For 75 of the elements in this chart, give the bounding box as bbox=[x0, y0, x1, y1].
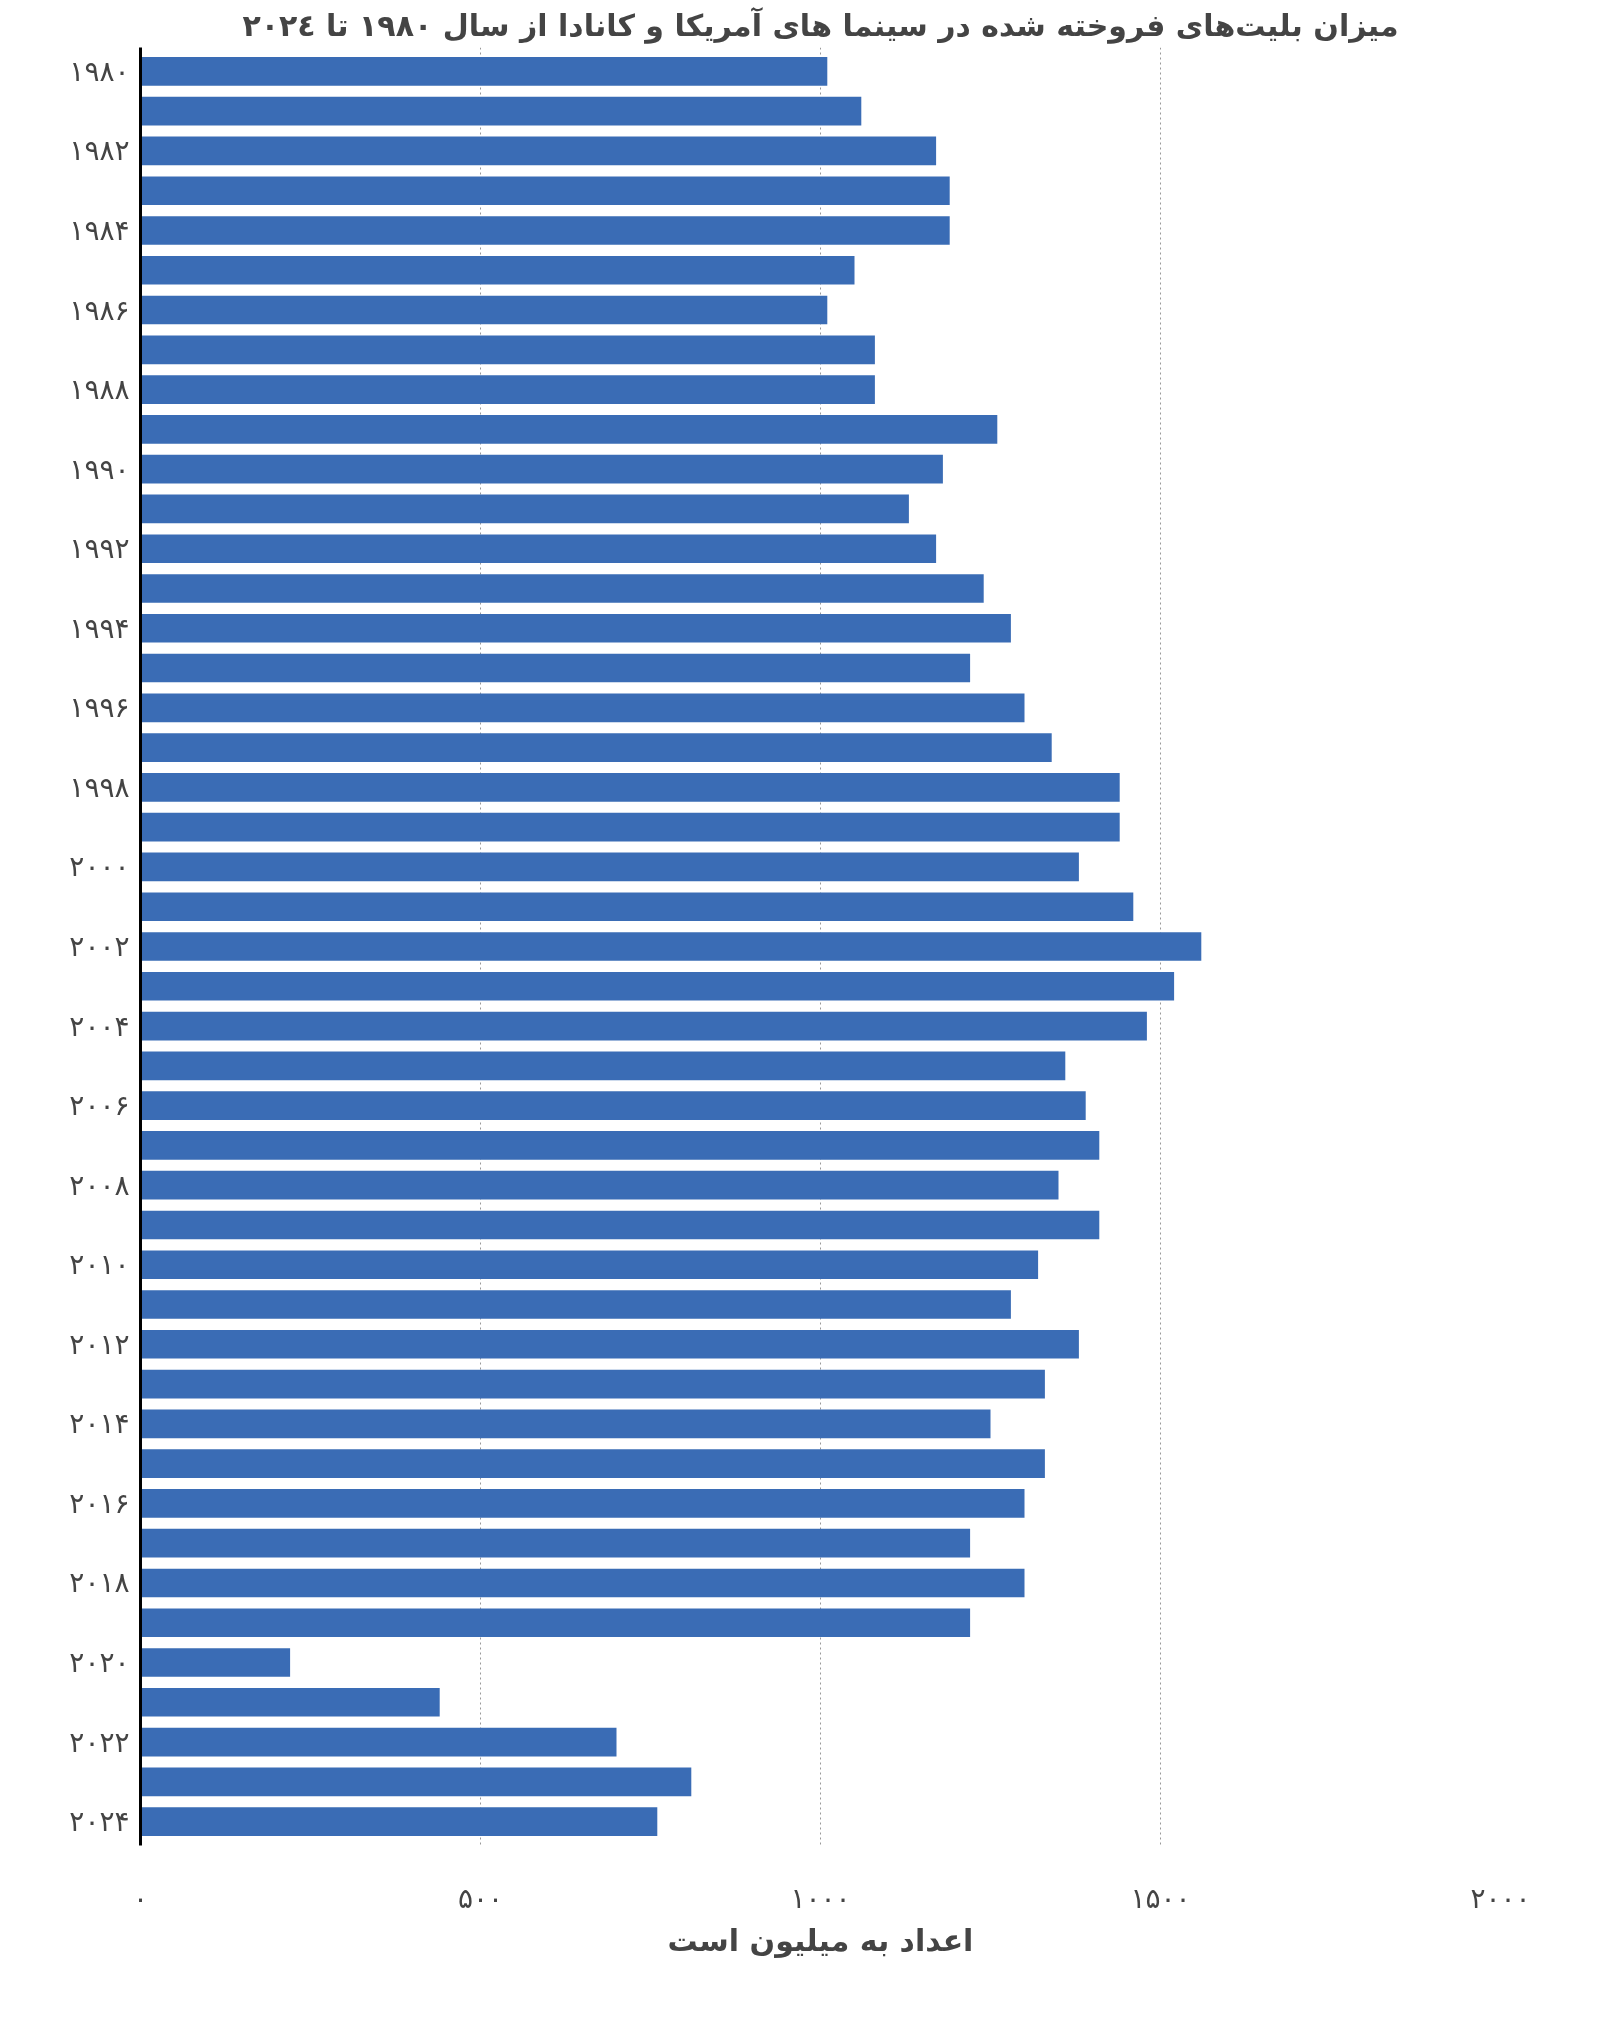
x-axis-title: اعداد به میلیون است bbox=[667, 1922, 974, 1958]
bar bbox=[140, 971, 1175, 1001]
bar bbox=[140, 1608, 971, 1638]
y-tick-label: ۱۹۸۸ bbox=[69, 373, 130, 407]
bar bbox=[140, 852, 1079, 882]
bar bbox=[140, 1170, 1059, 1200]
bar bbox=[140, 892, 1134, 922]
y-tick-label: ۱۹۸۰ bbox=[69, 54, 130, 88]
y-tick-label: ۲۰۰۸ bbox=[69, 1168, 130, 1202]
y-tick-label: ۲۰۲۲ bbox=[69, 1725, 130, 1759]
y-tick-label: ۲۰۲۴ bbox=[69, 1805, 130, 1839]
bar bbox=[140, 1131, 1100, 1160]
bar bbox=[140, 1210, 1100, 1240]
bar bbox=[140, 335, 875, 365]
bar bbox=[140, 1727, 617, 1757]
bar bbox=[140, 1648, 291, 1677]
bar bbox=[140, 136, 937, 166]
bar bbox=[140, 1011, 1147, 1041]
bar bbox=[140, 375, 875, 404]
bar bbox=[140, 1687, 440, 1717]
x-tick-label: ۱۰۰۰ bbox=[790, 1881, 851, 1915]
bar bbox=[140, 1369, 1045, 1399]
bar bbox=[140, 1568, 1025, 1598]
bar bbox=[140, 255, 855, 285]
y-tick-label: ۱۹۹۸ bbox=[69, 770, 130, 804]
y-tick-label: ۲۰۱۲ bbox=[69, 1327, 130, 1361]
bar bbox=[140, 176, 950, 206]
bar bbox=[140, 1051, 1066, 1081]
bar bbox=[140, 613, 1011, 643]
x-tick-label: ۱۵۰۰ bbox=[1130, 1881, 1191, 1915]
bar bbox=[140, 1807, 658, 1836]
y-tick-label: ۲۰۲۰ bbox=[69, 1646, 130, 1680]
chart-title: میزان بلیت‌های فروخته شده در سینما های آمریکا و کانادا از سال ۱۹۸۰ تا ۲۰۲٤ bbox=[242, 6, 1399, 44]
y-tick-label: ۲۰۱۴ bbox=[69, 1407, 130, 1441]
bar bbox=[140, 1767, 692, 1797]
y-tick-label: ۲۰۰۰ bbox=[69, 850, 130, 884]
bar bbox=[140, 1250, 1039, 1280]
bar bbox=[140, 653, 971, 683]
bar bbox=[140, 932, 1202, 961]
bar bbox=[140, 1091, 1086, 1120]
y-tick-label: ۱۹۹۴ bbox=[69, 611, 130, 645]
bar bbox=[140, 1489, 1025, 1518]
y-tick-label: ۲۰۱۰ bbox=[69, 1248, 130, 1282]
bar bbox=[140, 415, 998, 444]
bar bbox=[140, 733, 1052, 762]
bar bbox=[140, 295, 828, 325]
y-tick-label: ۱۹۸۶ bbox=[69, 293, 130, 327]
y-tick-label: ۲۰۱۶ bbox=[69, 1486, 130, 1520]
y-tick-label: ۱۹۹۶ bbox=[69, 691, 130, 725]
x-tick-label: ۰ bbox=[132, 1881, 149, 1915]
y-tick-label: ۱۹۸۲ bbox=[69, 134, 130, 168]
bar bbox=[140, 1409, 991, 1439]
x-tick-label: ۵۰۰ bbox=[457, 1881, 504, 1915]
bar bbox=[140, 216, 950, 245]
y-tick-label: ۲۰۱۸ bbox=[69, 1566, 130, 1600]
y-tick-label: ۱۹۹۰ bbox=[69, 452, 130, 486]
y-tick-label: ۱۹۹۲ bbox=[69, 532, 130, 566]
bar bbox=[140, 574, 984, 603]
bar bbox=[140, 494, 909, 524]
y-tick-label: ۲۰۰۶ bbox=[69, 1089, 130, 1123]
y-tick-label: ۲۰۰۲ bbox=[69, 930, 130, 963]
bar bbox=[140, 773, 1120, 802]
bar bbox=[140, 96, 862, 126]
bar bbox=[140, 1290, 1011, 1319]
bar bbox=[140, 693, 1025, 723]
bar bbox=[140, 1329, 1079, 1359]
bar bbox=[140, 812, 1120, 842]
bar bbox=[140, 454, 943, 484]
bar bbox=[140, 57, 828, 86]
bar bbox=[140, 1449, 1045, 1478]
bar bbox=[140, 534, 937, 564]
y-tick-label: ۲۰۰۴ bbox=[69, 1009, 130, 1043]
x-tick-label: ۲۰۰۰ bbox=[1470, 1881, 1531, 1915]
y-tick-label: ۱۹۸۴ bbox=[69, 213, 130, 247]
bar bbox=[140, 1528, 971, 1558]
